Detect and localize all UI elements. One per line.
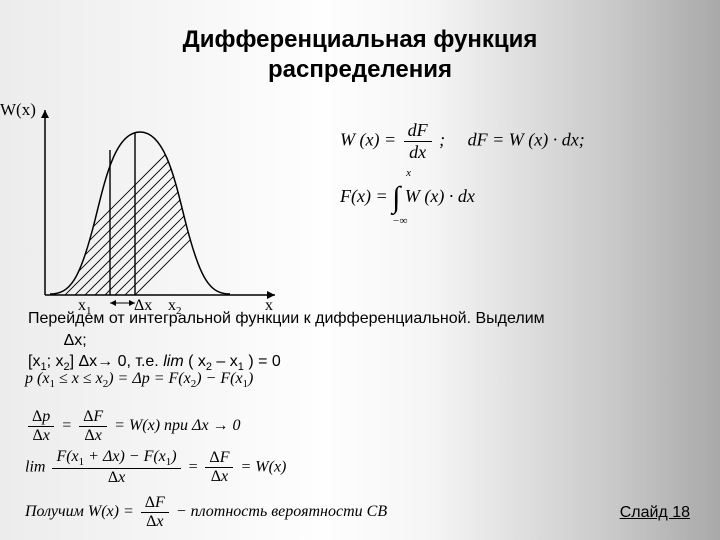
math-limit: lim F(x1 + Δx) − F(x1) Δx = ΔFΔx = W(x) [25, 448, 286, 487]
formula-wprime: W (x) = dFdx ; dF = W (x) · dx; [340, 120, 585, 163]
title-line2: распределения [268, 56, 452, 83]
body-text: Перейдем от интегральной функции к диффе… [28, 308, 688, 375]
slide-number: Слайд 18 [620, 504, 690, 522]
bell-curve-svg [0, 100, 290, 310]
title: Дифференциальная функция распределения [30, 25, 690, 85]
slide: Дифференциальная функция распределения W… [0, 0, 720, 540]
formulas-top: W (x) = dFdx ; dF = W (x) · dx; F(x) = x… [340, 120, 585, 215]
formula-integral: F(x) = x ∫ −∞ W (x) · dx [340, 181, 585, 215]
math-result: Получим W(x) = ΔFΔx − плотность вероятно… [25, 494, 387, 531]
math-prob: p (x1 ≤ x ≤ x2) = Δp = F(x2) − F(x1) [25, 370, 253, 390]
title-line1: Дифференциальная функция [183, 26, 538, 53]
math-ratio: ΔpΔx = ΔFΔx = W(x) при Δx → 0 [25, 408, 241, 445]
graph: W(x) [0, 100, 290, 310]
